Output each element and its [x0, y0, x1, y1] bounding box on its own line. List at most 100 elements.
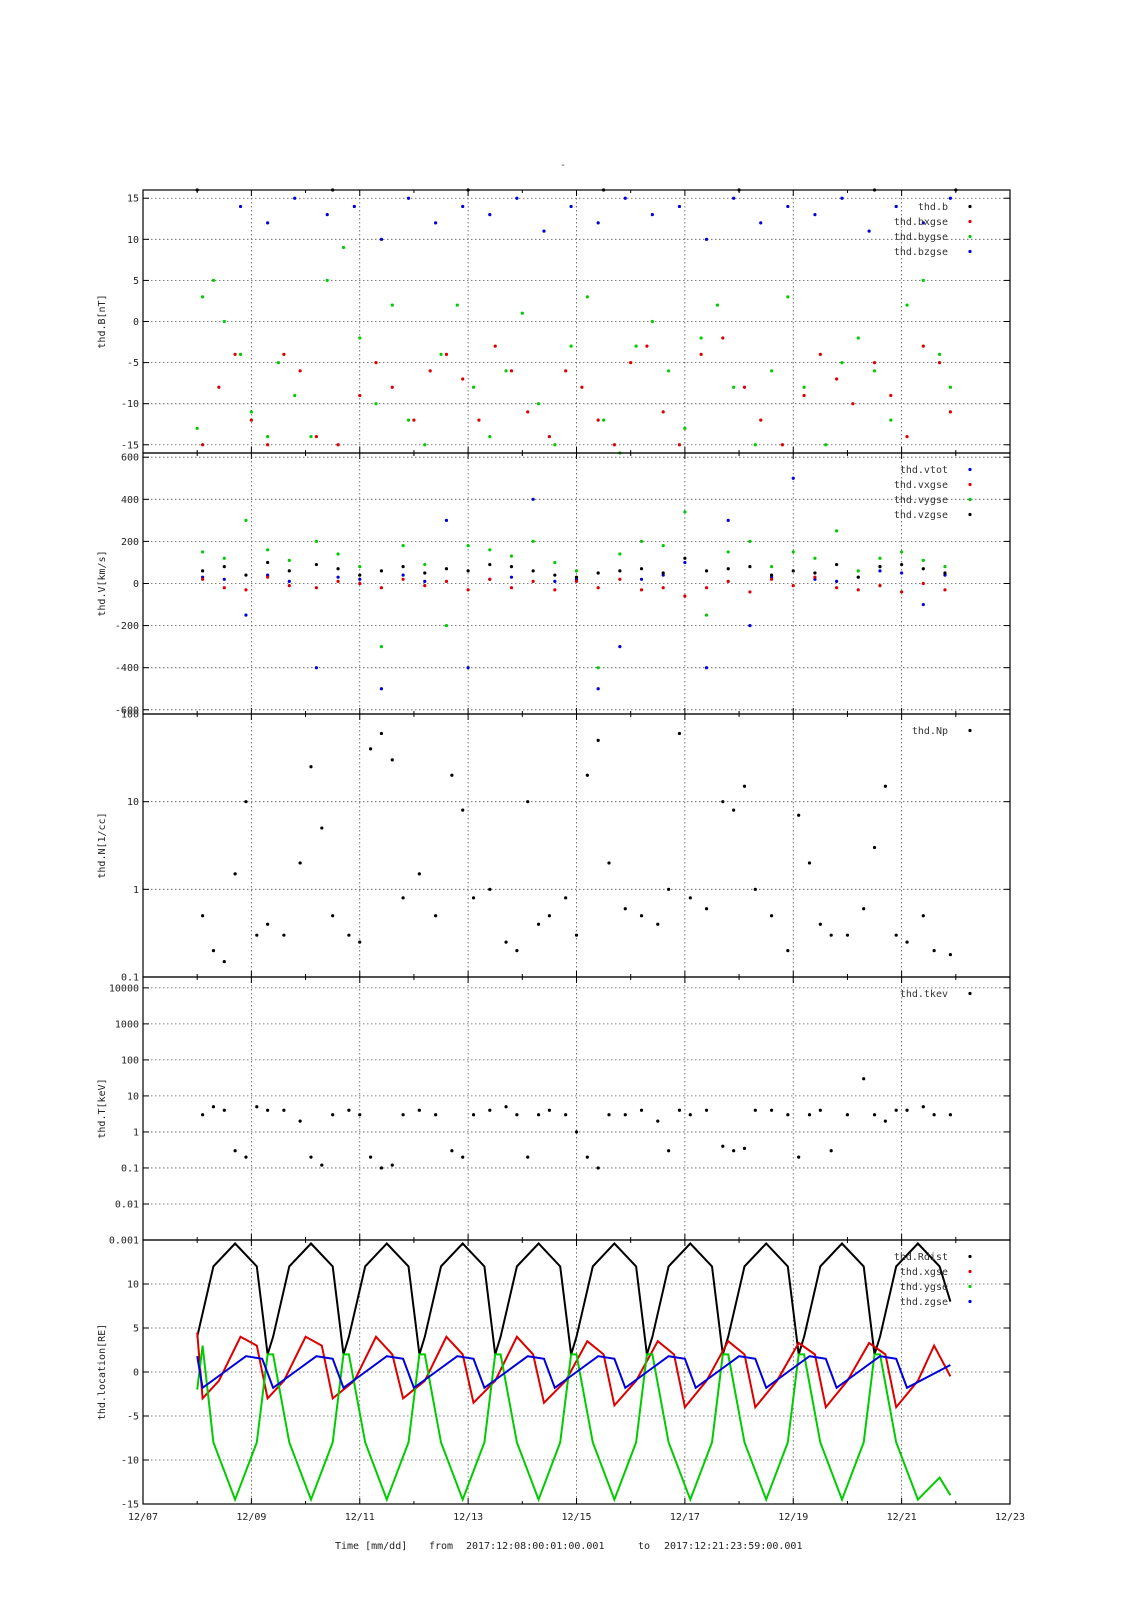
- data-point-B-1-35: [818, 352, 822, 356]
- data-point-N-0-17: [401, 896, 405, 900]
- panel-frame-N: [142, 713, 1011, 978]
- data-point-B-1-10: [374, 360, 378, 365]
- data-point-B-2-39: [802, 385, 806, 389]
- data-point-B-2-23: [536, 402, 541, 406]
- footer-from-value: 2017:12:08:00:01:00.001: [466, 1541, 604, 1552]
- data-point-B-2-47: [937, 352, 942, 356]
- data-point-B-1-27: [661, 410, 665, 414]
- data-point-B-1-41: [921, 344, 925, 348]
- data-point-V-2-20: [639, 539, 644, 544]
- data-point-V-3-27: [791, 569, 795, 573]
- data-point-V-3-7: [358, 573, 362, 577]
- data-point-B-2-20: [488, 434, 492, 439]
- ytick-label-location-3: 0: [133, 1368, 139, 1379]
- data-point-B-2-3: [222, 319, 226, 324]
- data-point-B-2-27: [601, 418, 606, 422]
- panel-V: -600 -400 -200 0 200 400 600 thd.V[km/s] thd.vto…: [97, 452, 1011, 716]
- data-point-V-2-23: [704, 613, 709, 617]
- legend-label-T-0: thd.tkev: [900, 989, 948, 1000]
- data-point-N-0-37: [667, 887, 671, 891]
- data-point-N-0-57: [921, 914, 925, 918]
- series-N-0: [201, 731, 952, 964]
- ytick-label-V-6: 600: [121, 453, 139, 464]
- data-point-N-0-30: [574, 933, 579, 937]
- xtick-label-6: 12/19: [778, 1512, 808, 1523]
- data-point-N-0-52: [862, 907, 866, 911]
- data-point-B-3-21: [813, 213, 817, 217]
- data-point-V-3-4: [287, 569, 291, 573]
- legend-marker-location-3: [968, 1299, 972, 1304]
- legend-label-V-2: thd.vygse: [894, 495, 948, 506]
- data-point-T-0-56: [905, 1108, 909, 1112]
- legend-label-V-1: thd.vxgse: [894, 480, 948, 491]
- data-point-N-0-51: [845, 933, 850, 937]
- legend-marker-B-1: [968, 219, 972, 224]
- data-point-T-0-39: [688, 1113, 692, 1117]
- panel-location: -15 -10 -5 0 5 10 thd.location[RE] thd.Rdist thd…: [97, 1239, 1011, 1511]
- data-point-V-1-3: [266, 575, 270, 579]
- data-point-T-0-2: [222, 1108, 226, 1112]
- data-point-N-0-12: [347, 933, 351, 937]
- data-point-V-2-32: [900, 550, 904, 554]
- data-point-B-1-32: [759, 418, 763, 422]
- data-point-V-3-21: [661, 571, 665, 575]
- data-point-N-0-9: [309, 765, 313, 769]
- data-point-B-0-6: [954, 188, 958, 192]
- data-point-T-0-12: [347, 1108, 351, 1112]
- data-point-V-2-13: [488, 548, 492, 552]
- ytick-label-T-1: 0.01: [115, 1199, 139, 1210]
- legend-marker-V-0: [968, 467, 972, 472]
- ylabel-location: thd.location[RE]: [97, 1324, 108, 1420]
- data-point-B-3-15: [650, 213, 654, 217]
- data-point-T-0-42: [732, 1149, 736, 1153]
- data-point-B-2-38: [786, 295, 790, 299]
- data-point-B-3-13: [596, 221, 600, 225]
- data-point-B-0-0: [195, 188, 199, 192]
- data-point-T-0-58: [932, 1113, 936, 1117]
- data-point-V-3-29: [835, 562, 839, 567]
- series-line-location-2: [196, 1345, 952, 1503]
- legend-marker-location-2: [968, 1284, 972, 1289]
- data-point-B-2-7: [276, 360, 281, 365]
- data-point-B-3-4: [352, 204, 356, 209]
- data-point-V-0-12: [466, 666, 470, 670]
- data-point-B-1-36: [835, 377, 839, 381]
- data-point-V-0-31: [878, 569, 882, 573]
- data-point-V-3-0: [201, 569, 205, 573]
- data-point-T-0-54: [883, 1119, 887, 1123]
- data-point-V-1-26: [769, 577, 774, 581]
- data-point-B-2-5: [249, 410, 253, 414]
- data-point-T-0-52: [862, 1077, 866, 1081]
- data-point-N-0-6: [266, 922, 270, 926]
- data-point-T-0-22: [471, 1113, 476, 1117]
- data-point-T-0-36: [656, 1119, 660, 1123]
- data-point-N-0-13: [358, 940, 362, 944]
- data-point-N-0-46: [786, 949, 790, 953]
- data-point-B-2-35: [732, 385, 736, 389]
- data-point-B-3-5: [379, 237, 384, 241]
- data-point-B-3-20: [786, 204, 790, 209]
- data-point-V-2-7: [358, 565, 362, 569]
- data-point-V-1-18: [596, 586, 600, 590]
- data-point-B-1-7: [314, 434, 318, 439]
- data-point-N-0-2: [222, 959, 226, 964]
- data-point-B-2-4: [238, 352, 243, 356]
- data-point-B-0-3: [601, 188, 606, 192]
- data-point-V-1-10: [423, 584, 427, 588]
- data-point-B-2-41: [840, 360, 844, 365]
- data-point-B-1-33: [780, 443, 785, 447]
- data-point-T-0-50: [829, 1149, 833, 1153]
- data-point-V-1-29: [835, 586, 839, 590]
- xtick-label-7: 12/21: [887, 1512, 917, 1523]
- panel-T: 0.001 0.01 0.1 1 10 100 1000 10000 thd.T[keV] thd…: [97, 976, 1011, 1247]
- data-point-V-2-27: [791, 550, 795, 554]
- data-point-N-0-11: [331, 914, 335, 918]
- data-point-V-1-28: [813, 575, 817, 579]
- ytick-label-T-6: 1000: [115, 1019, 139, 1030]
- data-point-V-3-8: [379, 569, 384, 573]
- data-point-B-2-36: [753, 443, 757, 447]
- legend-marker-N-0: [968, 728, 972, 733]
- series-B-1: [201, 336, 952, 447]
- data-point-V-3-33: [921, 567, 925, 571]
- ytick-label-V-4: 200: [121, 537, 139, 548]
